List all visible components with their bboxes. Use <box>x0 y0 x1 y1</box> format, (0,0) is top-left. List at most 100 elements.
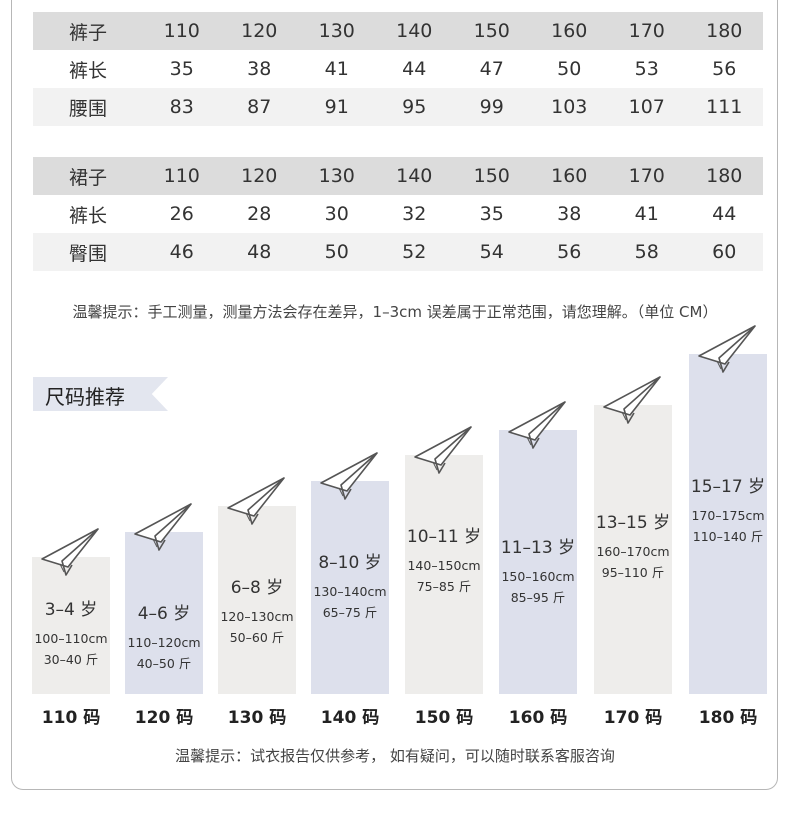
size-code-label: 160 码 <box>508 708 568 728</box>
table-row: 裤子 110 120 130 140 150 160 170 180 <box>33 12 763 50</box>
table-cell: 130 <box>298 12 376 50</box>
weight-range-label: 50–60 斤 <box>229 630 285 645</box>
table-cell: 99 <box>453 88 531 126</box>
weight-range-label: 30–40 斤 <box>43 652 99 667</box>
size-bar-110: 3–4 岁 100–110cm 30–40 斤 <box>32 528 110 694</box>
table-cell: 46 <box>143 233 221 271</box>
table-cell: 44 <box>685 195 763 233</box>
table-cell: 111 <box>685 88 763 126</box>
table-cell: 裤长 <box>33 195 143 233</box>
table-cell: 107 <box>608 88 686 126</box>
table-cell: 56 <box>530 233 608 271</box>
table-cell: 140 <box>375 157 453 195</box>
page-frame <box>11 0 778 790</box>
table-cell: 160 <box>530 157 608 195</box>
table-cell: 150 <box>453 12 531 50</box>
table-row: 臀围 46 48 50 52 54 56 58 60 <box>33 233 763 271</box>
age-range-label: 3–4 岁 <box>44 600 98 620</box>
table-cell: 38 <box>220 50 298 88</box>
size-code-label: 170 码 <box>603 708 663 728</box>
pants-size-table: 裤子 110 120 130 140 150 160 170 180 裤长 35… <box>33 12 763 126</box>
table-cell: 47 <box>453 50 531 88</box>
table-cell: 裤长 <box>33 50 143 88</box>
table-cell: 95 <box>375 88 453 126</box>
table-cell: 56 <box>685 50 763 88</box>
table-cell: 41 <box>298 50 376 88</box>
paper-plane-icon <box>602 375 662 425</box>
table-cell: 50 <box>298 233 376 271</box>
table-cell: 38 <box>530 195 608 233</box>
size-bar-130: 6–8 岁 120–130cm 50–60 斤 <box>218 477 296 694</box>
skirt-size-table: 裙子 110 120 130 140 150 160 170 180 裤长 26… <box>33 157 763 271</box>
paper-plane-icon <box>413 425 473 475</box>
paper-plane-icon <box>319 451 379 501</box>
age-range-label: 13–15 岁 <box>595 513 671 533</box>
recommend-banner: 尺码推荐 <box>33 377 168 411</box>
height-range-label: 120–130cm <box>220 609 294 624</box>
age-range-label: 15–17 岁 <box>690 477 766 497</box>
age-range-label: 11–13 岁 <box>500 538 576 558</box>
contact-tip: 温馨提示：试衣报告仅供参考， 如有疑问，可以随时联系客服咨询 <box>175 747 615 765</box>
weight-range-label: 40–50 斤 <box>136 656 192 671</box>
table-cell: 54 <box>453 233 531 271</box>
height-range-label: 170–175cm <box>691 508 765 523</box>
paper-plane-icon <box>226 476 286 526</box>
size-code-label: 180 码 <box>698 708 758 728</box>
table-cell: 170 <box>608 157 686 195</box>
size-code-label: 130 码 <box>227 708 287 728</box>
table-cell: 26 <box>143 195 221 233</box>
table-cell: 83 <box>143 88 221 126</box>
table-cell: 41 <box>608 195 686 233</box>
table-cell: 裙子 <box>33 157 143 195</box>
weight-range-label: 95–110 斤 <box>601 565 665 580</box>
height-range-label: 110–120cm <box>127 635 201 650</box>
table-row: 裤长 26 28 30 32 35 38 41 44 <box>33 195 763 233</box>
table-cell: 180 <box>685 12 763 50</box>
table-cell: 44 <box>375 50 453 88</box>
paper-plane-icon <box>507 400 567 450</box>
table-cell: 32 <box>375 195 453 233</box>
paper-plane-icon <box>40 527 100 577</box>
size-bar-140: 8–10 岁 130–140cm 65–75 斤 <box>311 452 389 694</box>
table-cell: 120 <box>220 157 298 195</box>
table-cell: 裤子 <box>33 12 143 50</box>
table-cell: 35 <box>453 195 531 233</box>
age-range-label: 8–10 岁 <box>318 553 382 573</box>
table-cell: 35 <box>143 50 221 88</box>
table-row: 裤长 35 38 41 44 47 50 53 56 <box>33 50 763 88</box>
table-cell: 120 <box>220 12 298 50</box>
table-cell: 53 <box>608 50 686 88</box>
table-cell: 91 <box>298 88 376 126</box>
age-range-label: 10–11 岁 <box>406 527 482 547</box>
table-cell: 130 <box>298 157 376 195</box>
height-range-label: 100–110cm <box>34 631 108 646</box>
recommend-title: 尺码推荐 <box>45 385 125 409</box>
table-cell: 160 <box>530 12 608 50</box>
table-row: 裙子 110 120 130 140 150 160 170 180 <box>33 157 763 195</box>
table-cell: 60 <box>685 233 763 271</box>
weight-range-label: 85–95 斤 <box>510 590 566 605</box>
size-code-label: 140 码 <box>320 708 380 728</box>
table-cell: 87 <box>220 88 298 126</box>
table-cell: 110 <box>143 12 221 50</box>
height-range-label: 130–140cm <box>313 584 387 599</box>
table-cell: 140 <box>375 12 453 50</box>
size-code-label: 120 码 <box>134 708 194 728</box>
table-cell: 170 <box>608 12 686 50</box>
table-cell: 30 <box>298 195 376 233</box>
table-cell: 52 <box>375 233 453 271</box>
weight-range-label: 75–85 斤 <box>416 579 472 594</box>
table-cell: 150 <box>453 157 531 195</box>
table-cell: 110 <box>143 157 221 195</box>
size-bar-170: 13–15 岁 160–170cm 95–110 斤 <box>594 376 672 694</box>
paper-plane-icon <box>133 502 193 552</box>
age-range-label: 4–6 岁 <box>137 604 191 624</box>
size-code-label: 110 码 <box>41 708 101 728</box>
paper-plane-icon <box>697 324 757 374</box>
table-cell: 28 <box>220 195 298 233</box>
table-cell: 腰围 <box>33 88 143 126</box>
table-cell: 103 <box>530 88 608 126</box>
table-cell: 48 <box>220 233 298 271</box>
weight-range-label: 65–75 斤 <box>322 605 378 620</box>
size-bar-150: 10–11 岁 140–150cm 75–85 斤 <box>405 426 483 694</box>
